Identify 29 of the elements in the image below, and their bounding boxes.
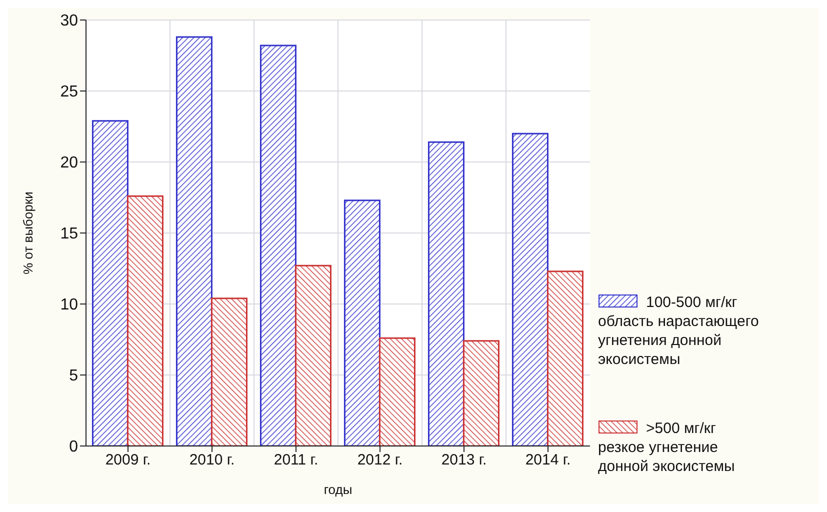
x-tick-label: 2010 г. (189, 452, 235, 469)
bar (344, 200, 380, 446)
bar (428, 141, 464, 446)
bar (126, 195, 164, 446)
bar (92, 120, 128, 446)
x-tick-label: 2009 г. (105, 452, 151, 469)
x-axis-title: годы (324, 482, 352, 497)
bar (176, 36, 212, 446)
x-tick-label: 2011 г. (274, 452, 318, 469)
y-tick-label: 15 (60, 226, 78, 243)
x-tick-label: 2014 г. (525, 452, 571, 469)
bar (260, 44, 296, 446)
y-tick-label: 5 (69, 368, 78, 385)
y-axis-title: % от выборки (20, 192, 36, 274)
legend-label: 100-500 мг/кг область нарастающего угнетения донной экосистемы (598, 293, 759, 369)
y-tick-label: 10 (60, 296, 78, 314)
y-tick-label: 0 (69, 438, 78, 456)
legend-label: >500 мг/кг резкое угнетение донной экосистемы (598, 419, 736, 476)
y-tick-label: 25 (60, 84, 78, 101)
x-tick-label: 2012 г. (357, 452, 403, 469)
bar (546, 270, 584, 446)
x-tick-label: 2013 г. (441, 452, 487, 469)
bar (294, 264, 332, 446)
y-tick-label: 30 (60, 12, 78, 30)
bar (462, 340, 500, 446)
bar (210, 298, 248, 446)
y-tick-label: 20 (60, 154, 78, 172)
bar (512, 132, 548, 446)
bar (378, 337, 416, 446)
